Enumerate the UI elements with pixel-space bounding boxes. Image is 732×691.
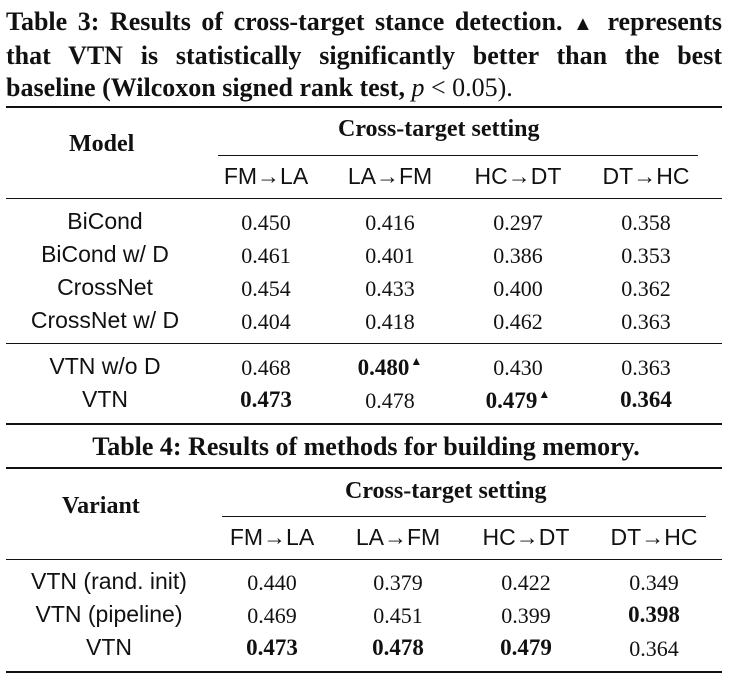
table4-col-header: FM→LA: [229, 524, 315, 550]
table-cell: 0.469: [247, 603, 297, 628]
table3-setting-rule: [218, 155, 698, 156]
table3-caption-end: < 0.05).: [430, 73, 513, 102]
table4-header-rule: [6, 559, 722, 560]
row-label: VTN: [82, 386, 128, 412]
table4-top-rule: [6, 467, 722, 469]
table3-top-rule: [6, 106, 722, 108]
table3-header-model: Model: [69, 131, 135, 157]
table-cell-best: 0.398: [628, 602, 680, 627]
table3-col-header: FM→LA: [223, 163, 309, 189]
table-cell-best: 0.479: [500, 635, 552, 660]
table-cell-best: 0.480▲: [334, 354, 446, 381]
row-label: BiCond w/ D: [41, 241, 169, 267]
table-cell: 0.451: [373, 603, 423, 628]
table-cell: 0.386: [493, 243, 543, 268]
row-label: CrossNet w/ D: [30, 307, 180, 333]
row-label: BiCond: [67, 208, 143, 234]
table-cell: 0.461: [241, 243, 291, 268]
table3-group-rule: [6, 343, 722, 344]
row-label: VTN: [86, 634, 132, 660]
table3-col-header: LA→FM: [347, 163, 433, 189]
table-cell: 0.454: [241, 276, 291, 301]
table3-col-header: HC→DT: [474, 163, 562, 189]
table3-header-setting: Cross-target setting: [338, 116, 540, 142]
table4-caption: Table 4: Results of methods for building…: [92, 432, 640, 461]
row-label: VTN w/o D: [49, 353, 161, 379]
significance-triangle-icon: ▲: [538, 387, 551, 401]
table-cell: 0.297: [493, 210, 543, 235]
table-cell: 0.440: [247, 570, 297, 595]
table3-caption-prefix: Table 3: Results of cross-target stance …: [6, 7, 563, 36]
table3-col-header: DT→HC: [602, 163, 690, 189]
table-cell-best: 0.364: [620, 387, 672, 412]
table-cell: 0.416: [365, 210, 415, 235]
table4-col-header: LA→FM: [355, 524, 441, 550]
table-cell: 0.364: [629, 636, 679, 661]
table-cell: 0.362: [621, 276, 671, 301]
row-label: CrossNet: [57, 274, 153, 300]
table-cell-best: 0.473: [240, 387, 292, 412]
table-cell-best: 0.478: [372, 635, 424, 660]
row-label: VTN (pipeline): [35, 601, 183, 627]
table-cell: 0.468: [241, 355, 291, 380]
table-cell: 0.450: [241, 210, 291, 235]
table-cell: 0.400: [493, 276, 543, 301]
table-cell: 0.422: [501, 570, 551, 595]
table-cell: 0.363: [621, 355, 671, 380]
table-cell-best: 0.479▲: [458, 387, 578, 414]
table4-col-header: DT→HC: [610, 524, 698, 550]
table4-header-setting: Cross-target setting: [345, 478, 547, 504]
table-cell: 0.401: [365, 243, 415, 268]
table4-bottom-rule: [6, 671, 722, 673]
table-cell: 0.404: [241, 309, 291, 334]
row-label: VTN (rand. init): [31, 568, 187, 594]
cell-value: 0.479: [485, 388, 538, 413]
table-cell: 0.399: [501, 603, 551, 628]
table-cell: 0.353: [621, 243, 671, 268]
table4-header-variant: Variant: [62, 493, 140, 519]
table3-header-rule: [6, 198, 722, 199]
table-cell: 0.418: [365, 309, 415, 334]
significance-triangle-icon: ▲: [573, 13, 597, 35]
table-cell: 0.379: [373, 570, 423, 595]
table3-caption-mid: represents that VTN is statistically sig…: [6, 7, 723, 102]
significance-triangle-icon: ▲: [410, 354, 423, 368]
cell-value: 0.480: [357, 355, 410, 380]
table-cell-best: 0.473: [246, 635, 298, 660]
table-cell: 0.433: [365, 276, 415, 301]
table3-caption-p: p: [411, 73, 425, 102]
table-cell: 0.363: [621, 309, 671, 334]
table4-col-header: HC→DT: [482, 524, 570, 550]
table3-bottom-rule: [6, 423, 722, 425]
table-cell: 0.349: [629, 570, 679, 595]
table-cell: 0.358: [621, 210, 671, 235]
table-cell: 0.462: [493, 309, 543, 334]
table3-caption: Table 3: Results of cross-target stance …: [6, 6, 722, 104]
table4-setting-rule: [222, 516, 706, 517]
table-cell: 0.430: [493, 355, 543, 380]
table-cell: 0.478: [365, 388, 415, 413]
